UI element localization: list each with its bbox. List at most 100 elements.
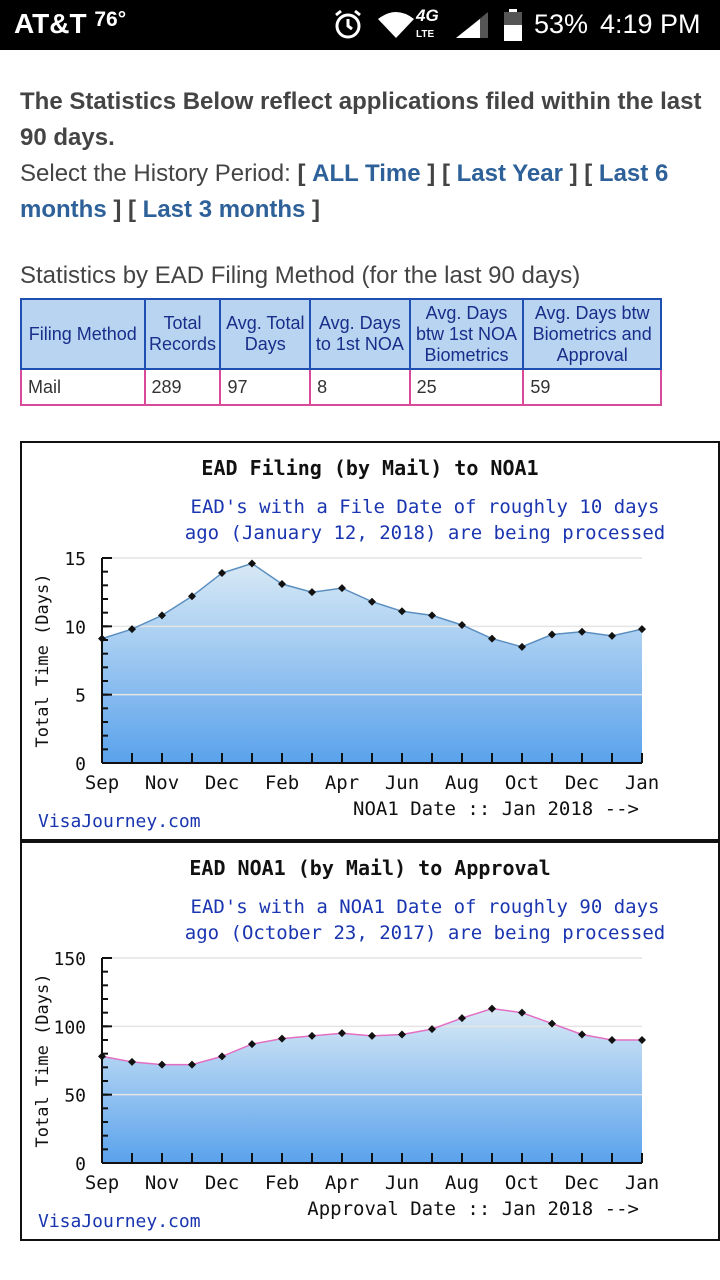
data-point xyxy=(608,631,616,640)
x-axis-label: Approval Date :: Jan 2018 --> xyxy=(307,1198,639,1220)
x-tick-label: Jun xyxy=(385,1172,419,1194)
data-point xyxy=(398,1030,406,1039)
x-tick-label: Oct xyxy=(505,772,539,794)
x-tick-label: Aug xyxy=(445,1172,479,1194)
data-point xyxy=(338,1029,346,1038)
signal-icon xyxy=(456,12,488,38)
chart-area xyxy=(102,1008,642,1163)
x-tick-label: Feb xyxy=(265,1172,299,1194)
x-tick-label: Dec xyxy=(205,772,239,794)
x-tick-label: Jan xyxy=(625,1172,659,1194)
data-point xyxy=(638,625,646,634)
chart-area xyxy=(102,563,642,763)
y-tick-label: 15 xyxy=(64,549,86,570)
bracket: ] [ xyxy=(427,160,450,187)
data-point xyxy=(248,559,256,568)
header-filing-method: Filing Method xyxy=(20,298,146,370)
period-link-last-6-months[interactable]: Last 6 months xyxy=(20,160,669,223)
headline: The Statistics Below reflect application… xyxy=(20,88,702,151)
bracket: ] [ xyxy=(113,196,136,223)
data-point xyxy=(578,627,586,636)
y-axis-label: Total Time (Days) xyxy=(33,574,53,748)
battery-percent: 53% xyxy=(534,9,589,39)
y-tick-label: 150 xyxy=(53,949,86,970)
period-link-last-year[interactable]: Last Year xyxy=(456,160,563,187)
data-point xyxy=(458,620,466,629)
cell-avg-days-biometrics-approval: 59 xyxy=(522,368,662,406)
intro-section: The Statistics Below reflect application… xyxy=(20,84,710,228)
header-avg-days-noa-biometrics: Avg. Days btw 1st NOA Biometrics xyxy=(408,298,525,370)
clock: 4:19 PM xyxy=(600,9,701,39)
data-point xyxy=(218,569,226,578)
data-point xyxy=(398,607,406,616)
network-type: 4G LTE xyxy=(416,6,439,43)
y-tick-label: 0 xyxy=(75,1154,86,1175)
data-point xyxy=(368,1031,376,1040)
data-point xyxy=(578,1030,586,1039)
battery-icon xyxy=(504,9,522,41)
status-bar: AT&T 76° 4G LTE 53% 4:19 PM xyxy=(0,0,720,50)
y-tick-label: 50 xyxy=(64,1086,86,1107)
chart-filing-to-noa1: EAD Filing (by Mail) to NOA1 EAD's with a… xyxy=(20,441,720,841)
alarm-icon xyxy=(335,9,361,39)
x-tick-label: Nov xyxy=(145,772,179,794)
data-point xyxy=(338,584,346,593)
chart-title: EAD Filing (by Mail) to NOA1 xyxy=(201,456,538,480)
data-point xyxy=(428,611,436,620)
x-tick-label: Nov xyxy=(145,1172,179,1194)
bracket: ] [ xyxy=(569,160,593,187)
y-tick-label: 100 xyxy=(53,1017,86,1038)
y-tick-label: 0 xyxy=(75,754,86,775)
data-point xyxy=(428,1025,436,1034)
data-point xyxy=(458,1014,466,1023)
data-point xyxy=(218,1052,226,1061)
period-link-last-3-months[interactable]: Last 3 months xyxy=(142,196,306,223)
chart-subtitle: EAD's with a File Date of roughly 10 day… xyxy=(191,496,660,518)
data-point xyxy=(308,1031,316,1040)
network-sub-label: LTE xyxy=(416,29,435,40)
period-label: Select the History Period: xyxy=(20,160,291,187)
y-tick-label: 5 xyxy=(75,686,86,707)
chart-subtitle: EAD's with a NOA1 Date of roughly 90 day… xyxy=(191,896,660,918)
data-point xyxy=(488,634,496,643)
watermark-text: VisaJourney.com xyxy=(38,811,201,832)
chart-noa1-to-approval: EAD NOA1 (by Mail) to Approval EAD's with… xyxy=(20,841,720,1241)
data-point xyxy=(128,625,136,634)
data-point xyxy=(368,597,376,606)
chart-subtitle: ago (October 23, 2017) are being process… xyxy=(185,922,665,944)
network-label: 4G xyxy=(416,6,439,25)
data-point xyxy=(158,1060,166,1069)
header-avg-days-to-noa: Avg. Days to 1st NOA xyxy=(309,298,411,370)
chart-title: EAD NOA1 (by Mail) to Approval xyxy=(189,856,550,880)
chart-subtitle: ago (January 12, 2018) are being process… xyxy=(185,522,665,544)
y-axis-label: Total Time (Days) xyxy=(33,974,53,1148)
cell-total-records: 289 xyxy=(143,368,222,406)
table-row: Mail 289 97 8 25 59 xyxy=(20,368,662,406)
watermark-text: VisaJourney.com xyxy=(38,1211,201,1232)
x-tick-label: Dec xyxy=(565,772,599,794)
header-avg-days-biometrics-approval: Avg. Days btw Biometrics and Approval xyxy=(522,298,662,370)
data-point xyxy=(638,1036,646,1044)
cell-filing-method: Mail xyxy=(20,368,146,406)
x-tick-label: Oct xyxy=(505,1172,539,1194)
cell-avg-days-to-noa: 8 xyxy=(309,368,411,406)
cell-avg-total-days: 97 xyxy=(219,368,312,406)
data-point xyxy=(278,1034,286,1043)
header-avg-total-days: Avg. Total Days xyxy=(219,298,312,370)
temperature: 76° xyxy=(94,8,127,31)
wifi-icon xyxy=(378,12,414,38)
data-point xyxy=(188,1060,196,1069)
carrier-label: AT&T 76° xyxy=(14,8,126,40)
period-link-all-time[interactable]: ALL Time xyxy=(312,160,421,187)
data-point xyxy=(488,1004,496,1013)
x-tick-label: Dec xyxy=(565,1172,599,1194)
x-tick-label: Jun xyxy=(385,772,419,794)
x-tick-label: Sep xyxy=(85,772,119,794)
data-point xyxy=(278,579,286,588)
history-period-selector: Select the History Period: [ ALL Time ] … xyxy=(20,156,710,228)
x-tick-label: Aug xyxy=(445,772,479,794)
data-point xyxy=(518,642,526,651)
x-tick-label: Apr xyxy=(325,772,359,794)
data-point xyxy=(308,588,316,597)
data-point xyxy=(548,1019,556,1028)
